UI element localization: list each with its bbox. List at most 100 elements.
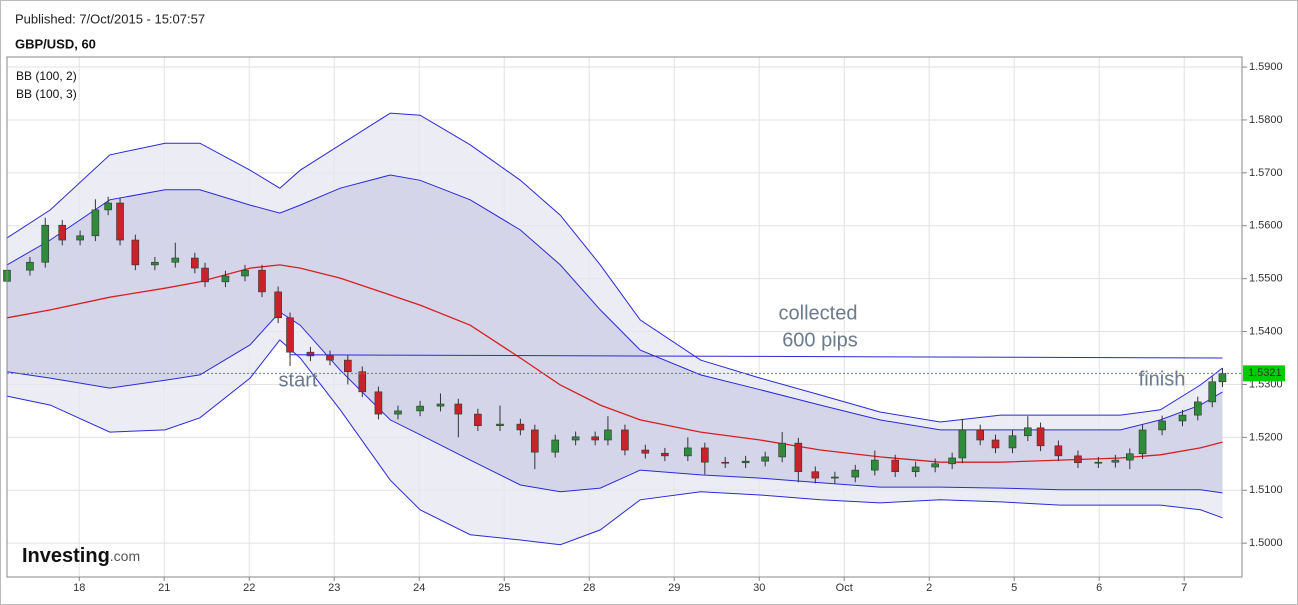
candle-body [454,403,463,415]
candle-body [374,391,383,415]
x-tick-label: 25 [498,582,510,594]
candle-body [1036,427,1045,447]
x-tick-label: 24 [413,582,425,594]
x-tick-label: 29 [668,582,680,594]
legend-entry: BB (100, 2) [16,69,77,83]
candle-body [794,442,803,473]
candle-body [1138,429,1147,455]
candle-body [641,449,650,454]
candle-body [851,469,860,478]
candle-body [1178,414,1187,422]
candle-body [26,261,34,271]
candle-body [661,452,669,457]
candle-body [778,442,786,458]
line [6,112,1223,423]
logo-suffix: .com [110,548,140,564]
line [6,339,1223,546]
candle-body [1074,455,1082,464]
candle-body [1054,445,1063,457]
candle-body [701,447,709,463]
candle-body [76,235,84,241]
candle-body [171,257,180,263]
annotation: 600 pips [782,329,858,351]
title: GBP/USD, 60 [15,36,96,51]
x-tick-label: 2 [926,582,932,594]
candle-body [911,466,920,473]
x-tick-label: 7 [1181,582,1187,594]
candle-body [241,269,249,277]
candle-body [958,429,967,459]
candle-body [131,239,140,266]
candle-body [274,291,282,319]
candle-body [1194,401,1202,416]
x-tick-label: 6 [1096,582,1102,594]
candle-body [1024,427,1032,437]
candle-body [394,410,402,415]
subtitle: Published: 7/Oct/2015 - 15:07:57 [15,11,205,26]
candle-body [931,463,939,468]
line [6,311,1223,494]
x-tick-label: 28 [583,582,595,594]
annotation: collected [779,302,858,324]
candle-body [104,202,112,211]
y-tick-label: 1.5800 [1249,114,1283,126]
last-price-tag [1243,365,1285,382]
candle-body [721,461,730,464]
candle-body [416,405,424,412]
last-price-label: 1.5321 [1248,367,1282,379]
candle-body [741,460,750,464]
candle-body [516,423,525,431]
x-tick-label: 30 [753,582,765,594]
y-tick-label: 1.5400 [1249,325,1283,337]
candle-body [591,436,599,441]
candle-body [436,403,445,407]
candle-body [286,317,294,353]
candle-body [871,459,879,471]
candle-body [571,436,580,441]
candle-body [621,429,629,451]
candle-body [41,224,50,263]
candle-body [191,257,199,269]
annotation: finish [1139,368,1186,390]
y-tick-label: 1.5300 [1249,378,1283,390]
candle-body [604,429,612,441]
candle-body [221,275,230,283]
candle-body [1208,381,1217,403]
y-tick-label: 1.5900 [1249,61,1283,73]
candle-body [306,351,315,357]
candle-body [1008,435,1017,449]
candle-body [991,439,1000,449]
candle-body [151,261,159,266]
candle-body [116,202,124,241]
legend-entry: BB (100, 3) [16,87,77,101]
candle-body [1126,453,1134,461]
candle-body [531,429,539,453]
candle-body [891,459,900,473]
plot-frame [6,56,1243,578]
y-tick-label: 1.5100 [1249,484,1283,496]
band-fill [7,175,1223,493]
candle-body [358,371,367,393]
y-tick-label: 1.5700 [1249,167,1283,179]
logo-name: Investing [22,545,110,567]
candle-body [811,471,820,479]
annotation: start [279,369,318,391]
candle-body [1111,459,1120,463]
candle-body [831,476,839,479]
candle-body [1158,420,1166,431]
x-tick-label: 22 [243,582,255,594]
candle-body [91,209,100,237]
logo: Investing.com [22,545,140,567]
candle-body [948,457,956,465]
x-tick-label: 5 [1011,582,1017,594]
candle-body [326,355,334,361]
y-tick-label: 1.5000 [1249,537,1283,549]
x-tick-label: 21 [158,582,170,594]
y-tick-label: 1.5600 [1249,220,1283,232]
y-tick-label: 1.5500 [1249,273,1283,285]
candle-body [201,267,209,283]
x-tick-label: 18 [73,582,85,594]
candle-body [496,423,504,427]
line [6,264,1223,463]
